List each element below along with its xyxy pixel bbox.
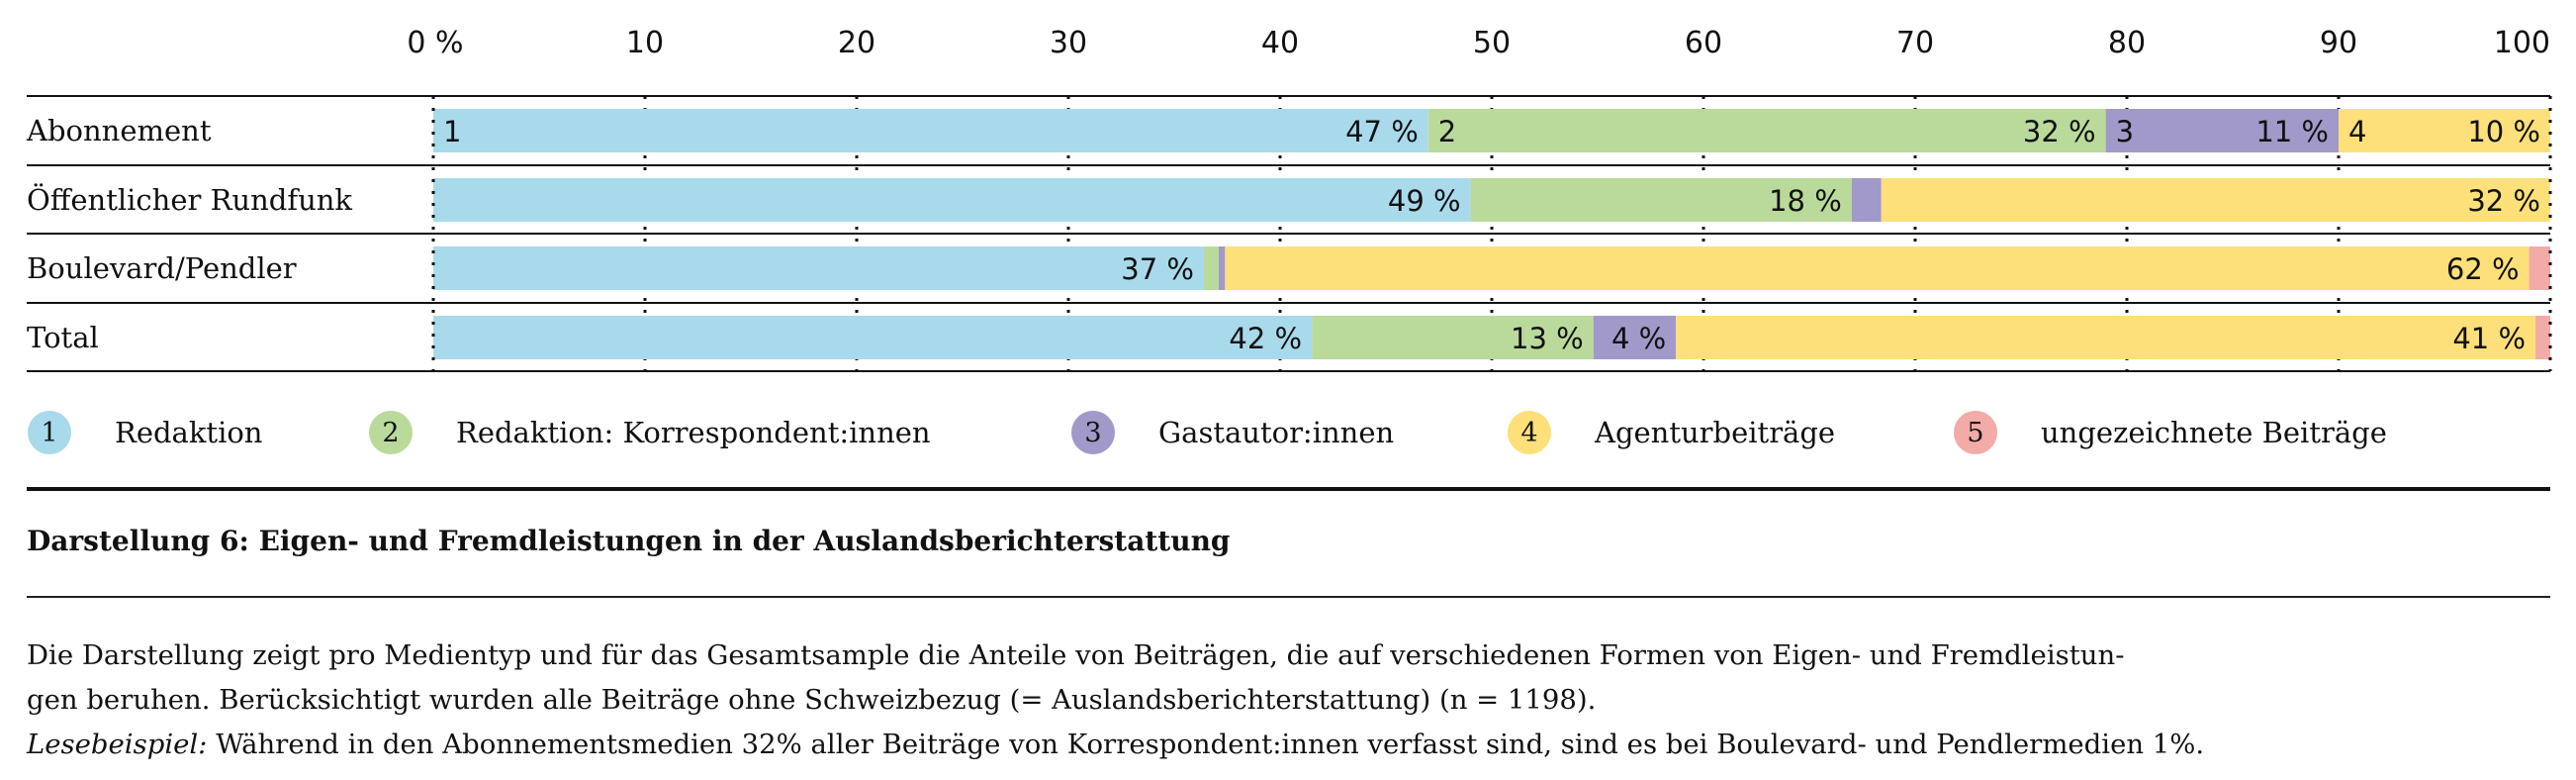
row-label: Abonnement (26, 114, 212, 147)
bar-segment-4 (1881, 178, 2550, 222)
legend-swatch-1: 1 (28, 411, 71, 454)
reading-example-text: Während in den Abonnementsmedien 32% all… (207, 729, 2205, 760)
legend-item-korrespondent: 2 Redaktion: Korrespondent:innen (363, 408, 931, 457)
legend: 1 Redaktion 2 Redaktion: Korrespondent:i… (0, 408, 2576, 457)
series-marker: 2 (1438, 115, 1456, 148)
bar-segment-4 (2339, 109, 2550, 152)
description-line-2: gen beruhen. Berücksichtigt wurden alle … (27, 684, 1597, 716)
bar-segment-2 (1203, 246, 1219, 290)
bar-segment-1 (433, 178, 1471, 222)
x-tick-label: 70 (1896, 26, 1934, 60)
row-label: Boulevard/Pendler (27, 251, 297, 285)
data-label: 42 % (1229, 322, 1302, 355)
legend-item-ungezeichnet: 5 ungezeichnete Beiträge (1948, 408, 2387, 457)
bar-segment-4 (1676, 316, 2536, 359)
legend-swatch-2: 2 (369, 411, 413, 454)
series-marker: 1 (443, 115, 461, 148)
data-label: 37 % (1121, 252, 1194, 286)
data-label: 49 % (1388, 184, 1461, 218)
data-label: 11 % (2255, 115, 2329, 148)
series-marker: 3 (2116, 115, 2134, 148)
bar-segment-2 (1427, 109, 2106, 152)
bar-segment-5 (2535, 316, 2550, 359)
bar-segment-3 (2105, 109, 2339, 152)
x-tick-label: 60 (1685, 26, 1722, 60)
legend-label: Redaktion: Korrespondent:innen (456, 416, 931, 449)
legend-swatch-4: 4 (1508, 411, 1551, 454)
legend-label: Gastautor:innen (1158, 416, 1395, 449)
x-tick-label: 10 (626, 26, 664, 60)
data-label: 4 % (1611, 322, 1666, 355)
bar-segment-1 (433, 246, 1204, 290)
legend-item-agentur: 4 Agenturbeiträge (1502, 408, 1835, 457)
bar-segment-5 (2529, 246, 2550, 290)
legend-item-redaktion: 1 Redaktion (22, 408, 263, 457)
description-line-3: Lesebeispiel: Während in den Abonnements… (27, 723, 2559, 767)
row-label: Total (27, 321, 99, 354)
legend-label: ungezeichnete Beiträge (2041, 416, 2387, 449)
x-tick-label: 80 (2108, 26, 2146, 60)
x-tick-label: 30 (1050, 26, 1087, 60)
divider-thin (27, 596, 2550, 598)
data-label: 47 % (1345, 115, 1419, 148)
figure-description: Die Darstellung zeigt pro Medientyp und … (27, 634, 2559, 767)
bar-segment-2 (1470, 178, 1852, 222)
legend-swatch-3: 3 (1071, 411, 1115, 454)
legend-swatch-5: 5 (1954, 411, 1997, 454)
description-line-1: Die Darstellung zeigt pro Medientyp und … (27, 639, 2125, 671)
divider-thick (27, 487, 2550, 491)
data-label: 62 % (2446, 252, 2520, 286)
bar-segment-3 (1218, 246, 1226, 290)
bar-segment-2 (1312, 316, 1594, 359)
bar-segment-1 (433, 316, 1313, 359)
figure-title: Darstellung 6: Eigen- und Fremdleistunge… (27, 525, 1231, 557)
data-label: 32 % (2467, 184, 2540, 218)
data-label: 18 % (1769, 184, 1842, 218)
data-label: 10 % (2467, 115, 2540, 148)
data-label: 41 % (2452, 322, 2526, 355)
x-tick-label: 100 (2494, 26, 2550, 60)
x-tick-label: 20 (838, 26, 875, 60)
bar-segment-3 (1851, 178, 1882, 222)
bar-segment-1 (433, 109, 1428, 152)
series-marker: 4 (2348, 115, 2366, 148)
x-tick-label: 0 % (407, 26, 463, 60)
reading-example-label: Lesebeispiel: (27, 729, 208, 760)
x-tick-label: 90 (2320, 26, 2357, 60)
legend-item-gastautoren: 3 Gastautor:innen (1065, 408, 1394, 457)
legend-label: Redaktion (115, 416, 263, 449)
data-label: 32 % (2023, 115, 2096, 148)
data-label: 13 % (1511, 322, 1584, 355)
row-label: Öffentlicher Rundfunk (27, 182, 352, 217)
bar-segment-4 (1225, 246, 2530, 290)
x-tick-label: 40 (1261, 26, 1299, 60)
legend-label: Agenturbeiträge (1595, 416, 1836, 449)
x-tick-label: 50 (1473, 26, 1511, 60)
bar-segment-3 (1593, 316, 1677, 359)
